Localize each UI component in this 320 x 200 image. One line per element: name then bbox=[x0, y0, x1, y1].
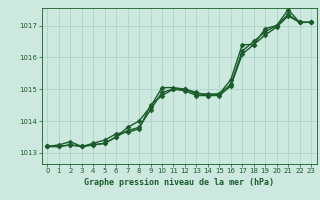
X-axis label: Graphe pression niveau de la mer (hPa): Graphe pression niveau de la mer (hPa) bbox=[84, 178, 274, 187]
